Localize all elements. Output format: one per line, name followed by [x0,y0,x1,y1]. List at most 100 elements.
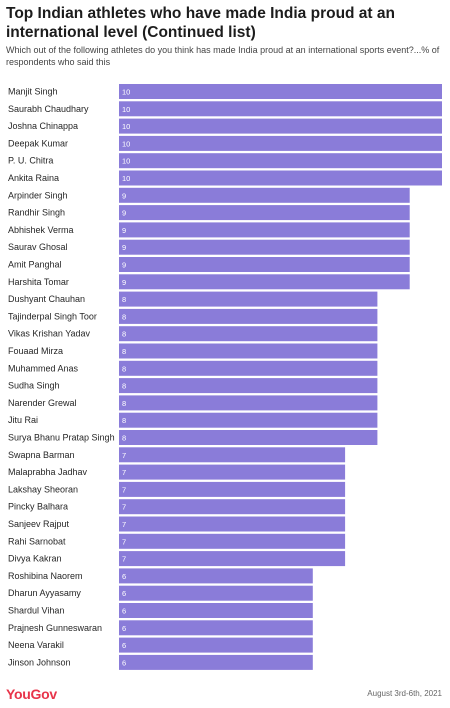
value-label: 7 [122,468,126,477]
category-label: Surya Bhanu Pratap Singh [8,433,115,443]
value-label: 8 [122,295,126,304]
category-label: Ankita Raina [8,173,59,183]
value-label: 8 [122,364,126,373]
category-label: Lakshay Sheoran [8,484,78,494]
bar [119,430,378,445]
category-label: Fouaad Mirza [8,346,63,356]
bar [119,654,313,670]
category-label: Dushyant Chauhan [8,294,85,304]
value-label: 7 [122,537,126,546]
category-label: Saurav Ghosal [8,242,68,252]
value-label: 8 [122,434,126,443]
category-label: Saurabh Chaudhary [8,104,89,114]
bar [119,274,410,290]
bar [119,291,378,307]
bar [119,360,378,376]
category-label: Neena Varakil [8,640,64,650]
bar [119,516,346,532]
category-label: Roshibina Naorem [8,571,83,581]
yougov-logo: YouGov [6,686,57,702]
bar [119,412,378,428]
bar [119,343,378,359]
category-label: Swapna Barman [8,450,75,460]
category-label: Malaprabha Jadhav [8,467,88,477]
bar [119,464,346,480]
value-label: 6 [122,658,126,667]
category-label: Jinson Johnson [8,657,71,667]
value-label: 8 [122,312,126,321]
bar [119,378,378,394]
category-label: Dharun Ayyasamy [8,588,81,598]
category-label: Amit Panghal [8,260,62,270]
bar [119,585,313,601]
category-label: Abhishek Verma [8,225,74,235]
value-label: 9 [122,209,126,218]
value-label: 9 [122,261,126,270]
category-label: Sanjeev Rajput [8,519,70,529]
value-label: 10 [122,157,130,166]
category-label: Narender Grewal [8,398,77,408]
chart-title: Top Indian athletes who have made India … [6,5,395,41]
value-label: 6 [122,589,126,598]
value-label: 7 [122,451,126,460]
category-label: Randhir Singh [8,208,65,218]
bar [119,481,346,497]
category-label: Manjit Singh [8,87,58,97]
value-label: 7 [122,485,126,494]
value-label: 8 [122,347,126,356]
bar [119,239,410,255]
bar [119,308,378,324]
category-label: P. U. Chitra [8,156,53,166]
value-label: 9 [122,278,126,287]
value-label: 6 [122,607,126,616]
bar [119,551,346,567]
category-label: Prajnesh Gunneswaran [8,623,102,633]
value-label: 10 [122,105,130,114]
category-label: Pincky Balhara [8,502,68,512]
bar [119,118,442,134]
value-label: 7 [122,520,126,529]
bar [119,620,313,636]
bar [119,84,442,99]
category-label: Tajinderpal Singh Toor [8,311,97,321]
value-label: 6 [122,624,126,633]
value-label: 10 [122,122,130,131]
category-label: Joshna Chinappa [8,121,78,131]
bar [119,205,410,221]
bar [119,153,442,169]
category-label: Sudha Singh [8,381,60,391]
bar [119,135,442,151]
value-label: 7 [122,503,126,512]
category-label: Divya Kakran [8,554,62,564]
category-label: Jitu Rai [8,415,38,425]
bar [119,447,346,463]
value-label: 8 [122,399,126,408]
value-label: 9 [122,243,126,252]
bar [119,637,313,653]
category-label: Vikas Krishan Yadav [8,329,91,339]
category-label: Harshita Tomar [8,277,69,287]
value-label: 9 [122,191,126,200]
value-label: 6 [122,572,126,581]
bar [119,533,346,549]
value-label: 6 [122,641,126,650]
category-label: Muhammed Anas [8,363,79,373]
value-label: 7 [122,555,126,564]
bar [119,499,346,515]
value-label: 10 [122,139,130,148]
bar [119,603,313,618]
bar [119,222,410,238]
category-label: Deepak Kumar [8,138,68,148]
survey-date: August 3rd-6th, 2021 [367,689,442,698]
value-label: 8 [122,416,126,425]
value-label: 10 [122,88,130,97]
value-label: 9 [122,226,126,235]
bar [119,187,410,203]
value-label: 8 [122,382,126,391]
category-label: Shardul Vihan [8,606,64,616]
bar [119,170,442,186]
category-label: Rahi Sarnobat [8,536,66,546]
bar [119,395,378,411]
bar [119,326,378,342]
